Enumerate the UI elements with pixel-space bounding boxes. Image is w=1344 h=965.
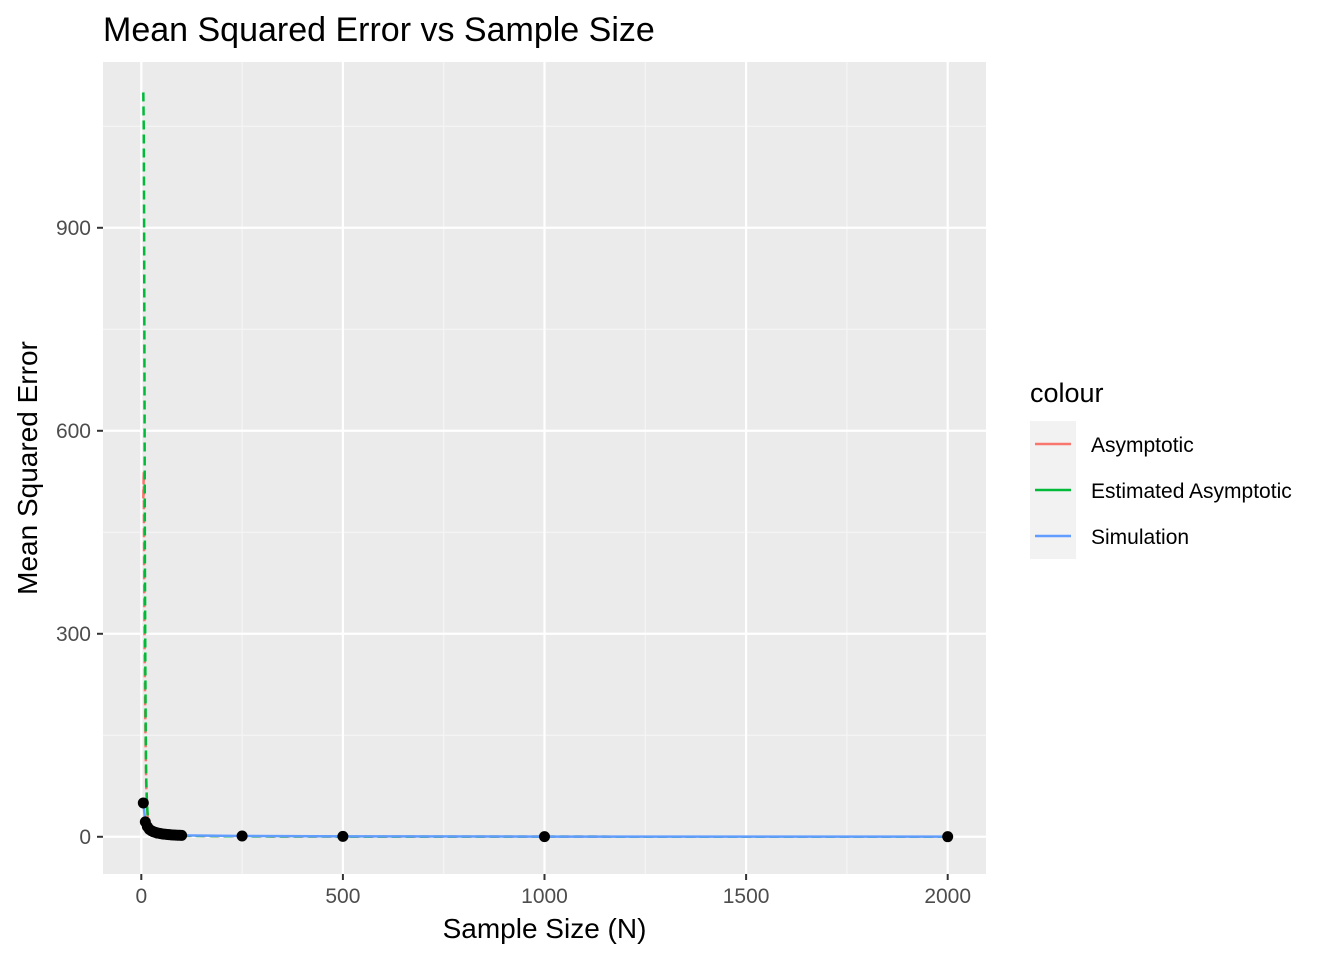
x-tick-label: 2000: [924, 885, 971, 908]
x-tick-label: 1500: [723, 885, 770, 908]
data-point: [337, 830, 349, 842]
chart-title: Mean Squared Error vs Sample Size: [103, 11, 655, 49]
data-point: [176, 829, 188, 841]
x-axis-title: Sample Size (N): [443, 913, 647, 944]
legend: colour Asymptotic Estimated Asymptotic S…: [1030, 378, 1292, 559]
y-axis: 0 300 600 900: [56, 217, 103, 849]
y-tick-label: 0: [79, 826, 91, 849]
x-tick-label: 500: [325, 885, 360, 908]
legend-label-asymptotic: Asymptotic: [1091, 434, 1194, 457]
y-axis-title: Mean Squared Error: [12, 341, 43, 595]
y-tick-label: 900: [56, 217, 91, 240]
data-point: [236, 830, 248, 842]
x-axis: 0 500 1000 1500 2000: [135, 874, 971, 908]
y-tick-label: 300: [56, 623, 91, 646]
data-point: [539, 831, 550, 843]
legend-label-simulation: Simulation: [1091, 526, 1189, 549]
data-point: [942, 831, 954, 843]
legend-label-estimated-asymptotic: Estimated Asymptotic: [1091, 480, 1292, 503]
x-tick-label: 0: [135, 885, 147, 908]
y-tick-label: 600: [56, 420, 91, 443]
data-point: [137, 797, 149, 809]
data-points: [137, 797, 954, 843]
major-gridlines: [103, 62, 986, 874]
x-tick-label: 1000: [521, 885, 568, 908]
legend-title: colour: [1030, 378, 1104, 408]
